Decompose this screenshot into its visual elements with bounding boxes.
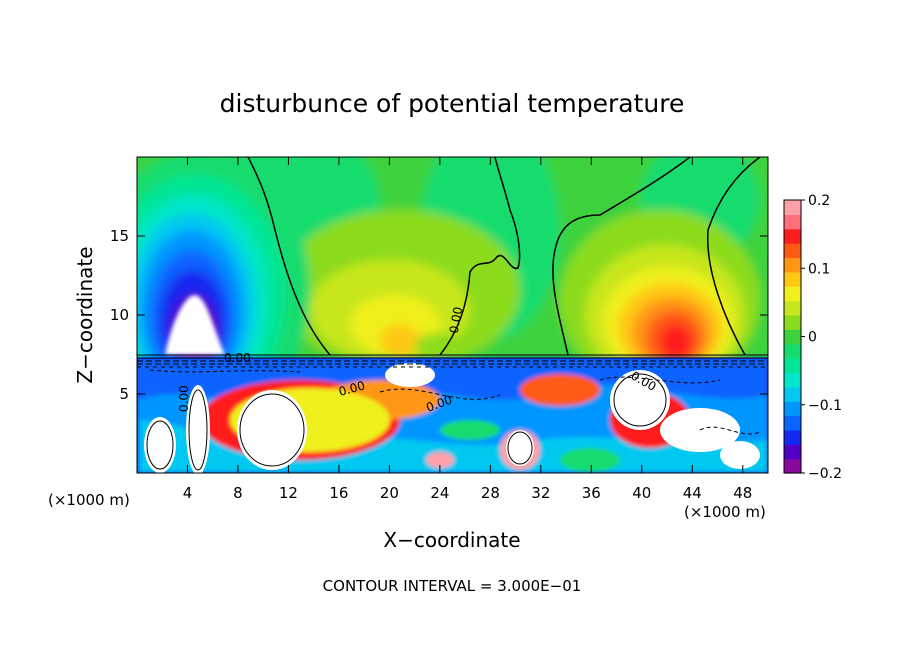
y-tick-label: 15 xyxy=(110,227,129,245)
y-axis-label: Z−coordinate xyxy=(73,246,97,383)
colorbar-segment xyxy=(784,200,801,215)
x-tick-label: 16 xyxy=(329,484,348,502)
x-tick-label: 28 xyxy=(481,484,500,502)
x-tick-label: 20 xyxy=(380,484,399,502)
colorbar-segment xyxy=(784,271,801,287)
colorbar-segment xyxy=(784,415,801,431)
colorbar-segment xyxy=(784,314,801,330)
x-unit-right: (×1000 m) xyxy=(684,503,766,521)
colorbar-segment xyxy=(784,214,801,230)
colorbar-segment xyxy=(784,444,801,460)
contour-labels: 0.00 0.00 0.00 0.00 0.00 0.00 xyxy=(177,306,659,415)
lower-white-regions xyxy=(144,363,760,473)
colorbar-tick-label: 0.2 xyxy=(808,193,830,209)
colorbar-segment xyxy=(784,458,801,474)
colorbar-tick-label: −0.2 xyxy=(808,466,842,482)
x-axis-label: X−coordinate xyxy=(383,528,520,552)
cold-core-white xyxy=(165,295,225,355)
colorbar-segment xyxy=(784,429,801,445)
x-unit-left: (×1000 m) xyxy=(48,491,130,509)
colorbar-segment xyxy=(784,286,801,302)
colorbar-segment xyxy=(784,243,801,259)
colorbar-segment xyxy=(784,358,801,374)
x-tick-label: 4 xyxy=(183,484,193,502)
contour-label: 0.00 xyxy=(337,378,366,398)
x-axis: 4 8 12 16 20 24 28 32 36 40 44 48 xyxy=(183,157,752,502)
colorbar-segment xyxy=(784,386,801,402)
colorbar-tick-label: 0 xyxy=(808,330,817,346)
y-axis: 5 10 15 xyxy=(110,227,768,403)
colorbar-segment xyxy=(784,329,801,345)
colorbar-segment xyxy=(784,228,801,244)
x-tick-label: 44 xyxy=(683,484,702,502)
colorbar-segment xyxy=(784,401,801,417)
contour-label: 0.00 xyxy=(224,351,251,365)
contour-label: 0.00 xyxy=(177,385,191,412)
x-tick-label: 12 xyxy=(279,484,298,502)
colorbar-segment xyxy=(784,257,801,273)
lower-contours xyxy=(146,369,761,471)
x-tick-label: 32 xyxy=(531,484,550,502)
colorbar-tick-label: 0.1 xyxy=(808,261,830,277)
chart-title: disturbunce of potential temperature xyxy=(220,89,685,118)
colorbar-segment xyxy=(784,343,801,359)
colorbar: 0.2 0.1 0 −0.1 −0.2 xyxy=(783,193,842,482)
zero-contours xyxy=(247,157,761,356)
x-tick-label: 24 xyxy=(430,484,449,502)
contour-interval-note: CONTOUR INTERVAL = 3.000E−01 xyxy=(323,577,582,595)
colorbar-tick-label: −0.1 xyxy=(808,398,842,414)
colorbar-segment xyxy=(784,300,801,316)
y-tick-label: 10 xyxy=(110,306,129,324)
x-tick-label: 8 xyxy=(233,484,243,502)
plot-area xyxy=(137,157,768,473)
x-tick-label: 40 xyxy=(632,484,651,502)
y-tick-label: 5 xyxy=(119,385,129,403)
contour-label: 0.00 xyxy=(447,306,465,335)
colorbar-segment xyxy=(784,372,801,388)
lower-field xyxy=(137,358,768,473)
x-tick-label: 36 xyxy=(582,484,601,502)
inversion-layer xyxy=(137,354,768,368)
x-tick-label: 48 xyxy=(733,484,752,502)
